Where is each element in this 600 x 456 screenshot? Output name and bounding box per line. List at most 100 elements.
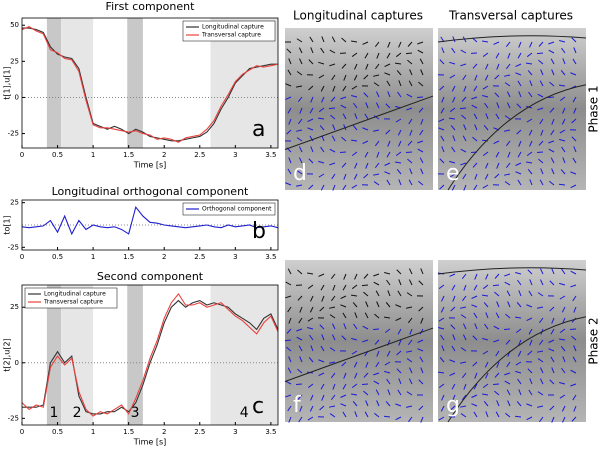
flow-arrow — [386, 350, 391, 357]
flow-arrow — [572, 356, 577, 363]
flow-arrow — [573, 47, 577, 54]
flow-arrow — [285, 182, 292, 186]
flow-arrow — [351, 151, 358, 157]
flow-arrow — [342, 85, 347, 92]
y-tick-label: 0 — [15, 359, 19, 367]
flow-arrow — [505, 140, 511, 147]
flow-arrow — [419, 328, 424, 335]
tissue-boundary — [284, 327, 434, 382]
flow-arrow — [321, 334, 325, 341]
flow-arrow — [461, 273, 467, 280]
flow-arrow — [354, 312, 358, 319]
flow-arrow — [551, 416, 555, 423]
flow-arrow — [298, 47, 303, 54]
flow-arrow — [353, 323, 358, 330]
flow-arrow — [507, 400, 511, 407]
flow-arrow — [384, 361, 391, 366]
flow-arrow — [375, 389, 380, 396]
flow-arrow — [452, 96, 456, 103]
flow-arrow — [351, 337, 358, 341]
panel-label: b — [252, 219, 266, 244]
flow-arrow — [562, 58, 566, 65]
flow-arrow — [340, 394, 347, 398]
flow-arrow — [287, 405, 292, 412]
flow-arrow — [365, 162, 369, 169]
flow-arrow — [297, 96, 303, 103]
flow-arrow — [459, 107, 467, 110]
flow-arrow — [285, 380, 292, 385]
flow-arrow — [354, 411, 358, 418]
flow-arrow — [343, 124, 347, 131]
flow-arrow — [320, 47, 325, 54]
flow-arrow — [527, 269, 533, 275]
flow-arrow — [462, 173, 467, 180]
flow-arrow — [373, 173, 380, 176]
flow-arrow — [395, 317, 402, 322]
flow-arrow — [496, 162, 500, 169]
flow-arrow — [438, 284, 445, 289]
flow-arrow — [526, 151, 533, 157]
flow-arrow — [394, 62, 402, 65]
flow-arrow — [573, 107, 577, 114]
flow-arrow — [518, 41, 522, 48]
flow-arrow — [517, 151, 522, 158]
flow-arrow — [505, 339, 511, 345]
flow-arrow — [373, 82, 380, 87]
flow-arrow — [406, 405, 413, 408]
flow-arrow — [481, 393, 489, 396]
flow-arrow — [493, 140, 500, 145]
flow-arrow — [396, 350, 402, 356]
flow-arrow — [309, 334, 314, 341]
flow-arrow — [350, 294, 358, 297]
flow-arrow — [308, 85, 314, 91]
flow-arrow — [409, 367, 413, 374]
flow-arrow — [387, 41, 391, 48]
flow-arrow — [418, 81, 424, 87]
flow-arrow — [408, 80, 413, 87]
flow-arrow — [472, 63, 478, 69]
flow-arrow — [330, 114, 336, 120]
flow-arrow — [341, 136, 347, 142]
flow-arrow — [374, 162, 380, 169]
flow-arrow — [408, 268, 413, 275]
flow-arrow — [504, 372, 511, 376]
flow-arrow — [460, 314, 467, 319]
flow-arrow — [318, 61, 325, 65]
flow-arrow — [561, 367, 566, 374]
flow-arrow — [493, 41, 500, 45]
flow-arrow — [485, 63, 489, 70]
flow-arrow — [418, 379, 424, 385]
flow-arrow — [482, 40, 489, 43]
x-tick-label: 1 — [91, 428, 95, 436]
flow-arrow — [385, 401, 391, 407]
flow-arrow — [373, 372, 380, 376]
flow-arrow — [451, 146, 456, 153]
flow-arrow — [460, 347, 467, 352]
flow-arrow — [472, 162, 478, 168]
flow-arrow — [342, 383, 347, 390]
flow-arrow — [550, 157, 555, 164]
flow-arrow — [505, 412, 511, 418]
flow-arrow — [526, 317, 533, 322]
flow-arrow — [419, 157, 424, 164]
flow-arrow — [460, 148, 467, 153]
tissue-boundary — [437, 35, 587, 191]
flow-arrow — [342, 113, 347, 120]
flow-arrow — [418, 280, 424, 286]
flow-arrow — [551, 69, 555, 76]
flow-arrow — [495, 411, 500, 418]
flow-arrow — [448, 117, 456, 120]
flow-arrow — [460, 306, 467, 309]
flow-arrow — [376, 151, 380, 158]
flow-arrow — [331, 173, 336, 180]
flow-arrow — [386, 378, 391, 385]
series-line — [22, 299, 279, 415]
flow-arrow — [549, 405, 555, 411]
flow-arrow — [307, 383, 314, 389]
x-tick-label: 2 — [162, 151, 166, 159]
flow-arrow — [374, 140, 380, 147]
flow-arrow — [397, 129, 402, 136]
flow-arrow — [460, 162, 467, 166]
flow-arrow — [537, 292, 544, 297]
x-tick-label: 1 — [91, 151, 95, 159]
